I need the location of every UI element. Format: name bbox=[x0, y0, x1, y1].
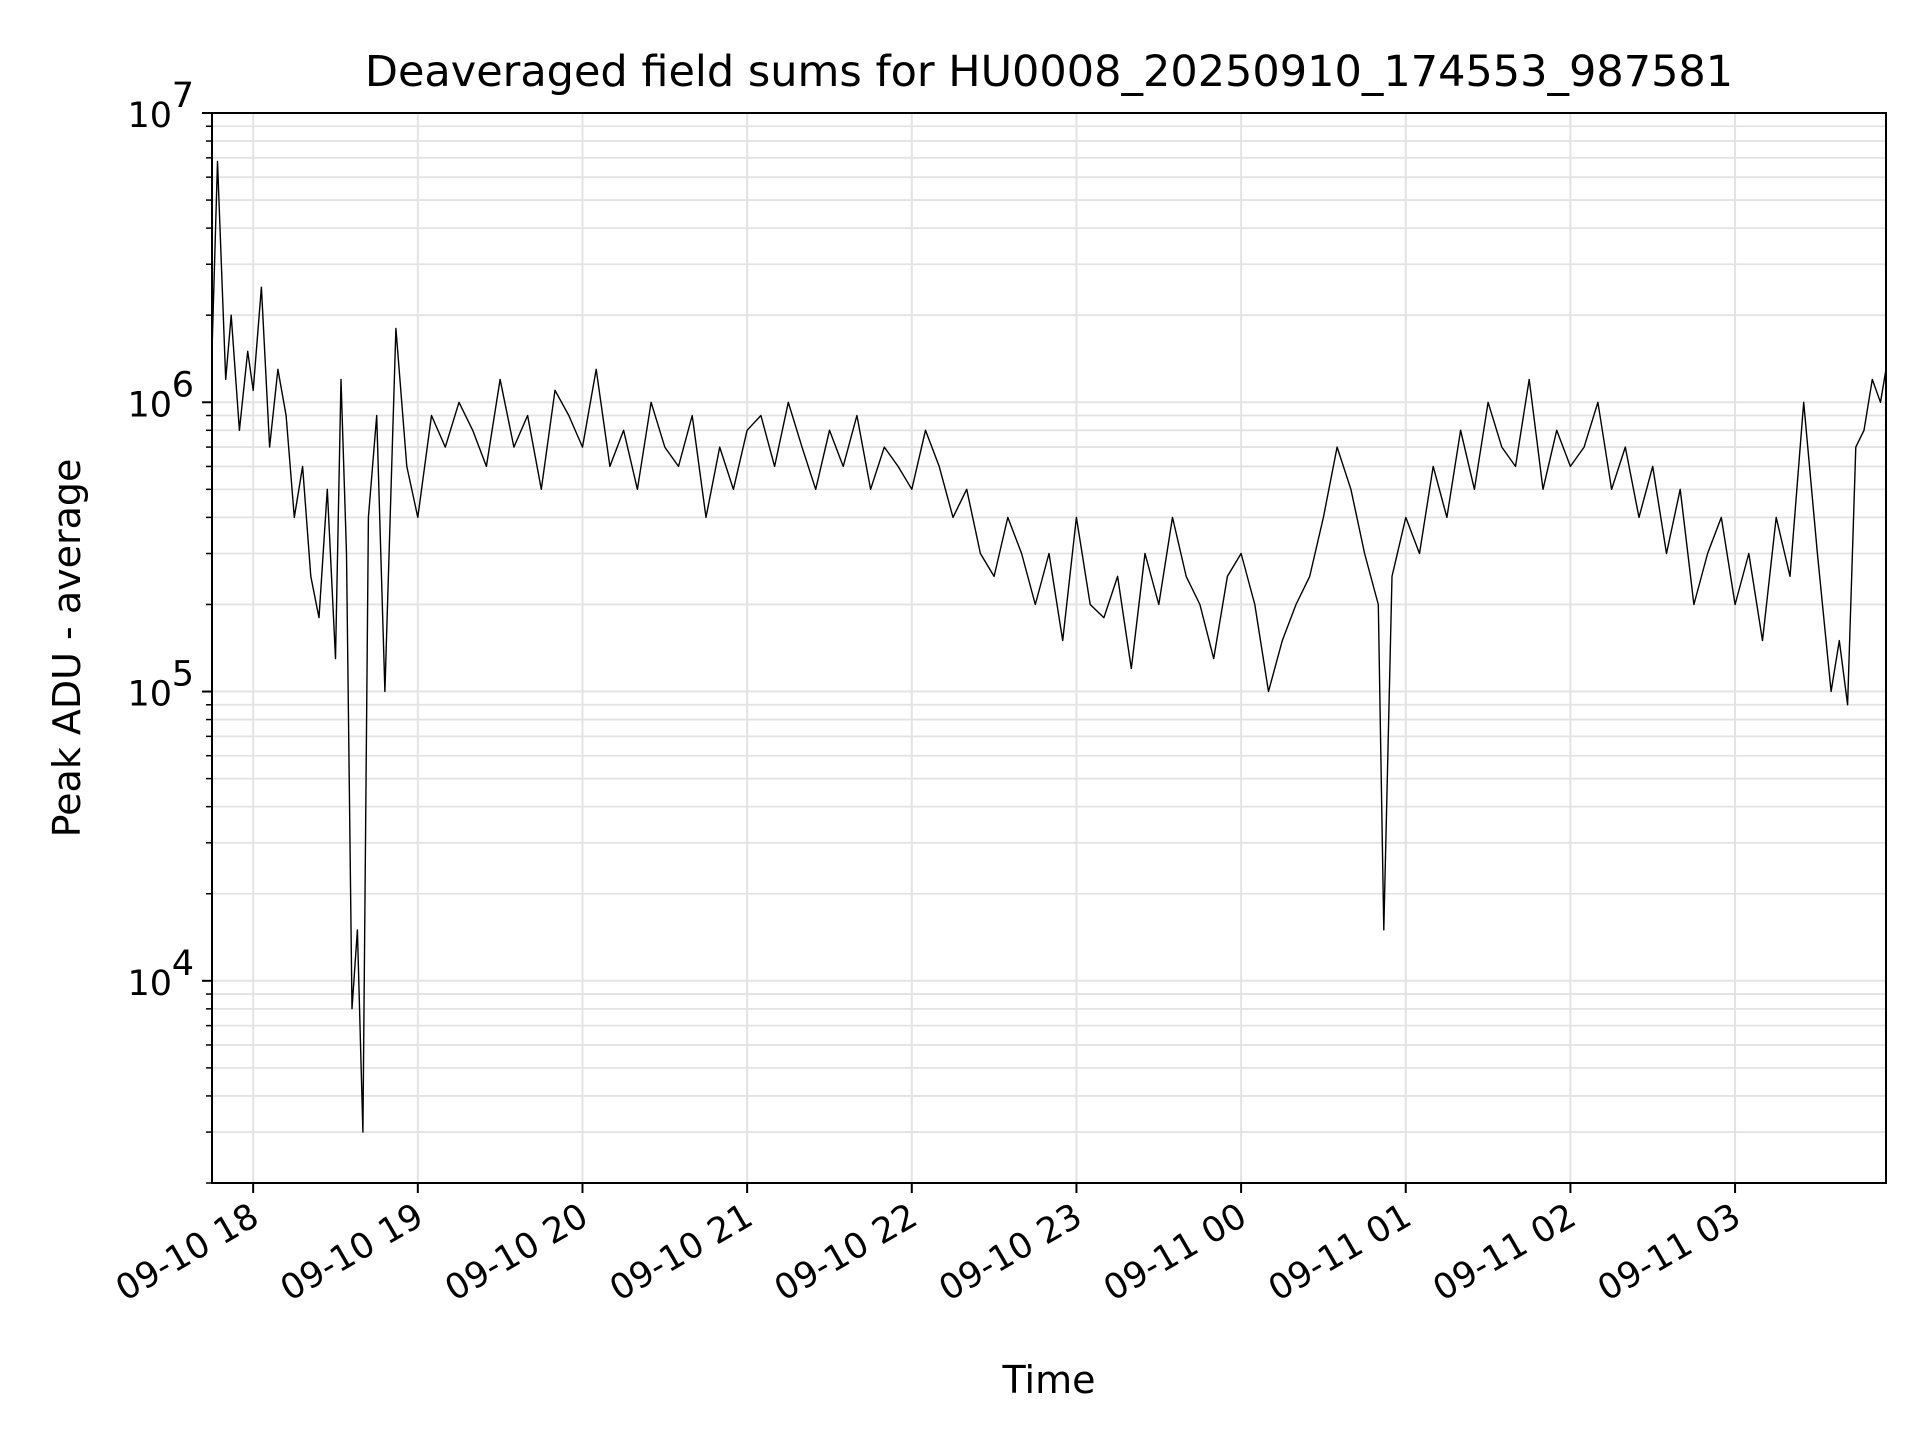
plot-background bbox=[212, 113, 1886, 1183]
x-axis-label: Time bbox=[1002, 1358, 1096, 1402]
y-tick-label-base: 10 bbox=[127, 675, 172, 715]
y-tick-label-exponent: 4 bbox=[172, 944, 194, 984]
x-tick-label: 09-10 21 bbox=[603, 1196, 759, 1309]
x-tick-label: 09-11 03 bbox=[1591, 1196, 1747, 1309]
y-tick-label: 10 bbox=[127, 675, 172, 715]
y-axis-label: Peak ADU - average bbox=[45, 459, 89, 838]
x-tick-label: 09-10 19 bbox=[274, 1196, 430, 1309]
chart-title: Deaveraged field sums for HU0008_2025091… bbox=[365, 47, 1733, 97]
grid bbox=[212, 113, 1886, 1184]
y-tick-label-base: 10 bbox=[127, 964, 172, 1004]
x-tick-label: 09-11 00 bbox=[1097, 1196, 1253, 1309]
y-tick-label: 10 bbox=[127, 964, 172, 1004]
x-tick-label: 09-10 23 bbox=[933, 1196, 1089, 1309]
x-tick-label: 09-10 22 bbox=[768, 1196, 924, 1309]
x-tick-label: 09-11 02 bbox=[1427, 1196, 1583, 1309]
x-tick-label: 09-10 18 bbox=[109, 1196, 265, 1309]
y-tick-label: 10 bbox=[127, 96, 172, 136]
y-tick-label-exponent: 6 bbox=[172, 365, 194, 405]
x-axis: 09-10 18 09-10 19 09-10 20 09-10 21 09-10 22… bbox=[109, 1183, 1748, 1309]
y-tick-label: 10 bbox=[127, 385, 172, 425]
y-tick-label-base: 10 bbox=[127, 96, 172, 136]
y-tick-label-exponent: 7 bbox=[172, 76, 194, 116]
y-tick-label-base: 10 bbox=[127, 385, 172, 425]
plot-frame bbox=[211, 112, 1887, 1184]
x-tick-label: 09-10 20 bbox=[439, 1196, 595, 1309]
x-tick-label: 09-11 01 bbox=[1262, 1196, 1418, 1309]
y-tick-label-exponent: 5 bbox=[172, 655, 194, 695]
data-series bbox=[211, 160, 1887, 1133]
series-line bbox=[211, 160, 1887, 1133]
